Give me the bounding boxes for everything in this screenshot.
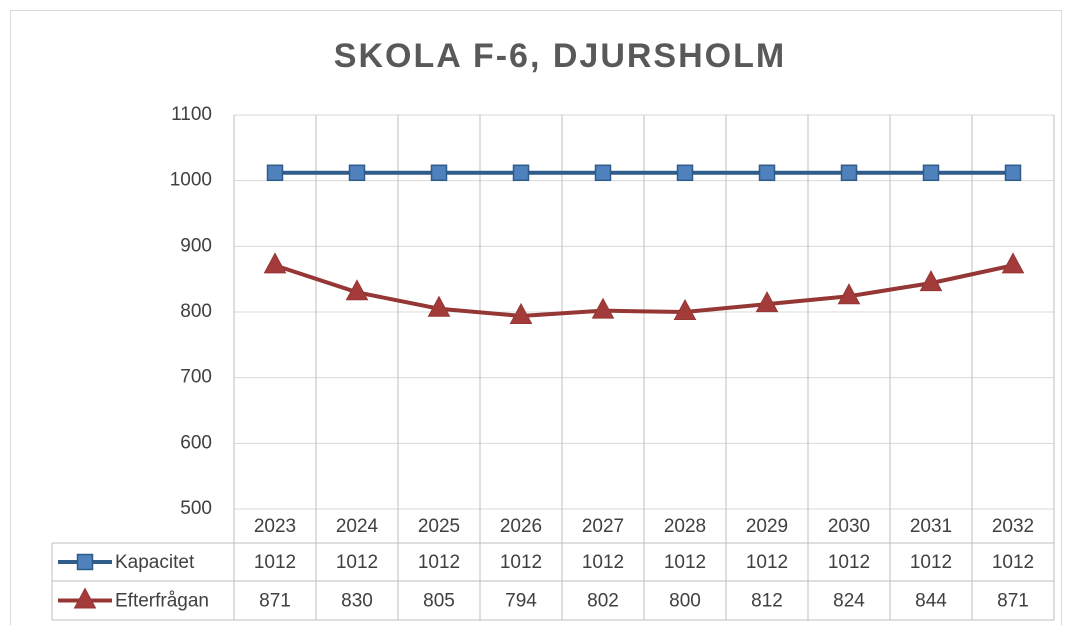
table-value: 1012 (500, 552, 542, 573)
marker (509, 302, 533, 324)
marker (1001, 252, 1025, 274)
marker (348, 164, 366, 182)
table-value: 1012 (254, 552, 296, 573)
marker (673, 298, 697, 320)
chart-border (10, 10, 1062, 625)
table-value: 1012 (992, 552, 1034, 573)
marker (755, 291, 779, 313)
series-line (274, 263, 1014, 318)
legend-marker (76, 553, 94, 571)
table-value: 1012 (336, 552, 378, 573)
marker (1004, 164, 1022, 182)
x-tick-label: 2023 (254, 516, 296, 537)
table-value: 805 (423, 591, 455, 612)
marker (345, 279, 369, 301)
marker (758, 164, 776, 182)
table-value: 800 (669, 591, 701, 612)
x-tick-label: 2032 (992, 516, 1034, 537)
x-tick-label: 2029 (746, 516, 788, 537)
marker (427, 295, 451, 317)
x-tick-label: 2030 (828, 516, 870, 537)
table-value: 844 (915, 591, 947, 612)
y-tick-label: 900 (180, 235, 212, 256)
x-tick-label: 2027 (582, 516, 624, 537)
y-tick-label: 600 (180, 432, 212, 453)
table-value: 1012 (910, 552, 952, 573)
marker (922, 164, 940, 182)
table-value: 802 (587, 591, 619, 612)
y-tick-label: 700 (180, 367, 212, 388)
marker (430, 164, 448, 182)
marker (594, 164, 612, 182)
x-tick-label: 2026 (500, 516, 542, 537)
x-tick-label: 2024 (336, 516, 379, 537)
table-value: 1012 (664, 552, 706, 573)
table-value: 1012 (828, 552, 870, 573)
marker (266, 164, 284, 182)
marker (591, 297, 615, 319)
table-value: 794 (505, 591, 537, 612)
y-tick-label: 500 (180, 498, 212, 519)
marker (919, 270, 943, 292)
marker (840, 164, 858, 182)
legend-marker (73, 587, 97, 609)
table-value: 812 (751, 591, 783, 612)
y-tick-label: 800 (180, 301, 212, 322)
legend-label: Kapacitet (115, 552, 195, 573)
legend-label: Efterfrågan (115, 591, 209, 612)
table-value: 824 (833, 591, 865, 612)
x-tick-label: 2031 (910, 516, 952, 537)
table-value: 1012 (582, 552, 624, 573)
marker (837, 283, 861, 305)
x-tick-label: 2028 (664, 516, 706, 537)
table-value: 1012 (746, 552, 788, 573)
y-tick-label: 1000 (170, 170, 212, 191)
table-value: 871 (259, 591, 291, 612)
table-value: 830 (341, 591, 373, 612)
chart-title: SKOLA F-6, DJURSHOLM (334, 37, 786, 75)
marker (676, 164, 694, 182)
table-value: 871 (997, 591, 1029, 612)
marker (263, 252, 287, 274)
y-tick-label: 1100 (171, 104, 212, 125)
table-value: 1012 (418, 552, 460, 573)
x-tick-label: 2025 (418, 516, 460, 537)
marker (512, 164, 530, 182)
